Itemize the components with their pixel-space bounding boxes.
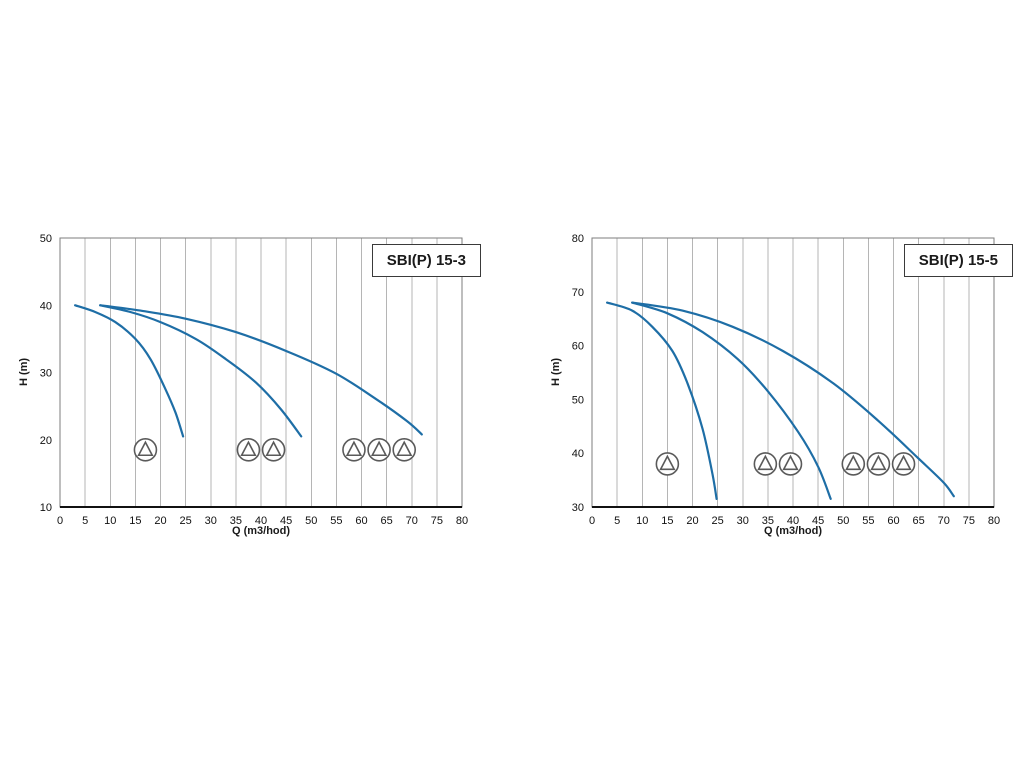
pump-icon-group-3: [392, 438, 417, 462]
chart-canvas-left: 0 5 10 15 20 25 30 35 40 45 50 55 60 65 70 75 80 10 20 30 40…: [40, 233, 468, 527]
x-tick-label: 60: [355, 515, 367, 527]
x-tick-label: 30: [205, 515, 217, 527]
y-tick-label: 30: [572, 502, 584, 514]
x-tick-label: 25: [180, 515, 192, 527]
y-tick-label: 70: [572, 287, 584, 299]
x-tick-label: 50: [305, 515, 317, 527]
x-tick-label: 60: [887, 515, 899, 527]
x-tick-label: 75: [431, 515, 443, 527]
pump-curve-1-pump: [74, 304, 185, 438]
x-tick-label: 75: [963, 515, 975, 527]
pump-icon-triangle: [659, 454, 676, 471]
pump-icon-group-2: [261, 438, 286, 462]
pump-icon-triangle: [845, 454, 862, 471]
x-tick-label: 0: [589, 515, 595, 527]
y-axis-label: H (m): [18, 357, 30, 387]
x-axis-label: Q (m3/hod): [231, 525, 291, 537]
pump-icon-triangle: [370, 440, 388, 457]
pump-icon-group-3: [342, 438, 366, 462]
x-tick-label: 30: [737, 515, 749, 527]
pump-icon-triangle: [757, 454, 774, 471]
x-tick-label: 40: [255, 515, 267, 527]
y-tick-label: 60: [572, 341, 584, 353]
pump-curve-2-pumps: [99, 304, 303, 438]
y-tick-label: 80: [572, 233, 584, 245]
pump-curve-3-pumps: [631, 301, 955, 498]
x-axis-label: Q (m3/hod): [763, 525, 823, 537]
x-tick-label: 10: [104, 515, 116, 527]
pump-icon-group-3: [891, 452, 916, 476]
pump-icon-triangle: [396, 440, 413, 457]
y-tick-label: 40: [572, 448, 584, 460]
x-tick-label: 65: [913, 515, 925, 527]
x-tick-label: 15: [661, 515, 673, 527]
y-tick-label: 20: [40, 435, 52, 447]
pump-icon-triangle: [137, 440, 154, 457]
pump-icon-group-2: [236, 438, 261, 462]
x-tick-label: 25: [712, 515, 724, 527]
pump-icon-triangle: [870, 454, 887, 471]
y-axis-label: H (m): [550, 357, 562, 387]
y-tick-label: 50: [572, 394, 584, 406]
y-tick-label: 50: [40, 233, 52, 245]
pump-icon-group-3: [367, 438, 391, 462]
pump-curve-2-pumps: [631, 301, 832, 500]
x-tick-label: 20: [154, 515, 166, 527]
x-tick-label: 80: [988, 515, 1000, 527]
x-tick-label: 45: [812, 515, 824, 527]
chart-title: SBI(P) 15-3: [371, 244, 481, 277]
pump-icon-triangle: [895, 454, 912, 471]
x-tick-label: 15: [129, 515, 141, 527]
pump-icon-triangle: [345, 440, 363, 457]
chart-title: SBI(P) 15-5: [903, 244, 1013, 277]
y-tick-label: 30: [40, 368, 52, 380]
x-tick-label: 20: [686, 515, 698, 527]
x-tick-label: 55: [862, 515, 874, 527]
pump-icon-triangle: [265, 440, 282, 457]
x-tick-label: 5: [82, 515, 88, 527]
chart-sbip-15-5: 0 5 10 15 20 25 30 35 40 45 50 55 60 65 70 75 80 30 40 50 60…: [542, 226, 1017, 556]
x-tick-label: 45: [280, 515, 292, 527]
x-tick-label: 35: [230, 515, 242, 527]
pump-icon-triangle: [240, 440, 257, 457]
x-tick-label: 40: [787, 515, 799, 527]
pump-icon-group-2: [778, 452, 803, 476]
x-tick-label: 35: [762, 515, 774, 527]
pump-icon-group-3: [841, 452, 866, 476]
x-tick-label: 0: [57, 515, 63, 527]
x-tick-label: 65: [381, 515, 393, 527]
chart-canvas-right: 0 5 10 15 20 25 30 35 40 45 50 55 60 65 70 75 80 30 40 50 60…: [572, 233, 1000, 527]
pump-curve-3-pumps: [99, 304, 423, 436]
chart-sbip-15-3: 0 5 10 15 20 25 30 35 40 45 50 55 60 65 70 75 80 10 20 30 40…: [10, 226, 485, 556]
x-tick-label: 5: [614, 515, 620, 527]
y-tick-label: 40: [40, 300, 52, 312]
pump-icon-triangle: [782, 454, 799, 471]
x-tick-label: 70: [406, 515, 418, 527]
pump-icon-group-1: [655, 452, 680, 476]
x-tick-label: 10: [636, 515, 648, 527]
x-tick-label: 50: [837, 515, 849, 527]
y-tick-label: 10: [40, 502, 52, 514]
pump-icon-group-1: [133, 438, 158, 462]
pump-curve-1-pump: [606, 301, 718, 500]
pump-icon-group-2: [753, 452, 778, 476]
pump-icon-group-3: [866, 452, 891, 476]
x-tick-label: 80: [456, 515, 468, 527]
x-tick-label: 55: [330, 515, 342, 527]
x-tick-label: 70: [938, 515, 950, 527]
